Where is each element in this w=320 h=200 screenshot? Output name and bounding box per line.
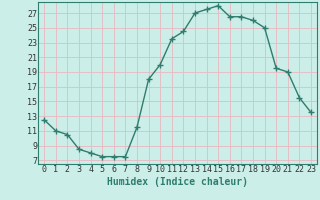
X-axis label: Humidex (Indice chaleur): Humidex (Indice chaleur) <box>107 177 248 187</box>
